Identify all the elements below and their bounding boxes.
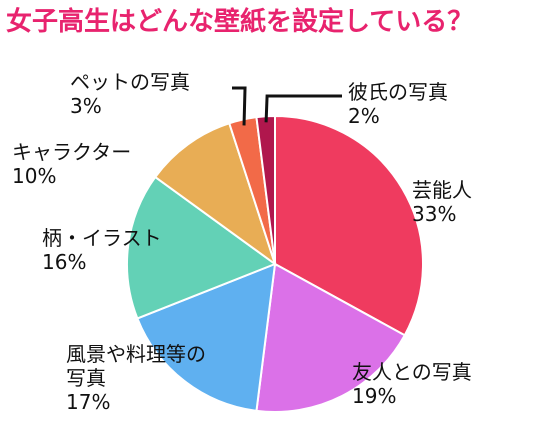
slice-label-text: ペットの写真 bbox=[70, 70, 190, 94]
slice-value-label: 17% bbox=[66, 390, 111, 414]
slice-label-text: 彼氏の写真 bbox=[348, 80, 448, 104]
slice-value-label: 19% bbox=[352, 384, 397, 408]
slice-label-scenery-food-photo: 風景や料理等の 写真 17% bbox=[66, 342, 206, 414]
chart-title: 女子高生はどんな壁紙を設定している？ bbox=[6, 7, 474, 37]
slice-label-boyfriend-photo: 彼氏の写真 2% bbox=[348, 80, 448, 128]
pie-slice-1 bbox=[255, 262, 407, 413]
slice-label-character: キャラクター 10% bbox=[12, 140, 131, 188]
slice-value-label: 3% bbox=[70, 94, 102, 118]
slice-label-text: 柄・イラスト bbox=[42, 226, 162, 250]
pie-slices bbox=[126, 114, 424, 413]
slice-label-text: キャラクター bbox=[12, 140, 132, 164]
pie-slice-0 bbox=[274, 114, 424, 337]
pie-slice-3 bbox=[126, 175, 278, 320]
slice-label-text: 友人との写真 bbox=[352, 360, 472, 384]
slice-label-text-line1: 風景や料理等の bbox=[66, 342, 206, 366]
slice-label-geinoujin: 芸能人 33% bbox=[412, 178, 472, 226]
leader-line-pet-photo bbox=[232, 86, 247, 126]
pie-slice-4 bbox=[153, 121, 277, 267]
slice-label-text-line2: 写真 bbox=[66, 366, 106, 390]
slice-value-label: 10% bbox=[12, 164, 57, 188]
leader-line-boyfriend-photo bbox=[264, 94, 342, 123]
slice-label-friends-photo: 友人との写真 19% bbox=[352, 360, 472, 408]
slice-value-label: 2% bbox=[348, 104, 380, 128]
slice-value-label: 33% bbox=[412, 202, 457, 226]
slice-label-pet-photo: ペットの写真 3% bbox=[70, 70, 190, 118]
leader-lines bbox=[232, 86, 342, 126]
pie-slice-2 bbox=[136, 262, 277, 412]
slice-label-text: 芸能人 bbox=[412, 178, 472, 202]
slice-label-pattern-illustration: 柄・イラスト 16% bbox=[42, 226, 162, 274]
slice-value-label: 16% bbox=[42, 250, 87, 274]
